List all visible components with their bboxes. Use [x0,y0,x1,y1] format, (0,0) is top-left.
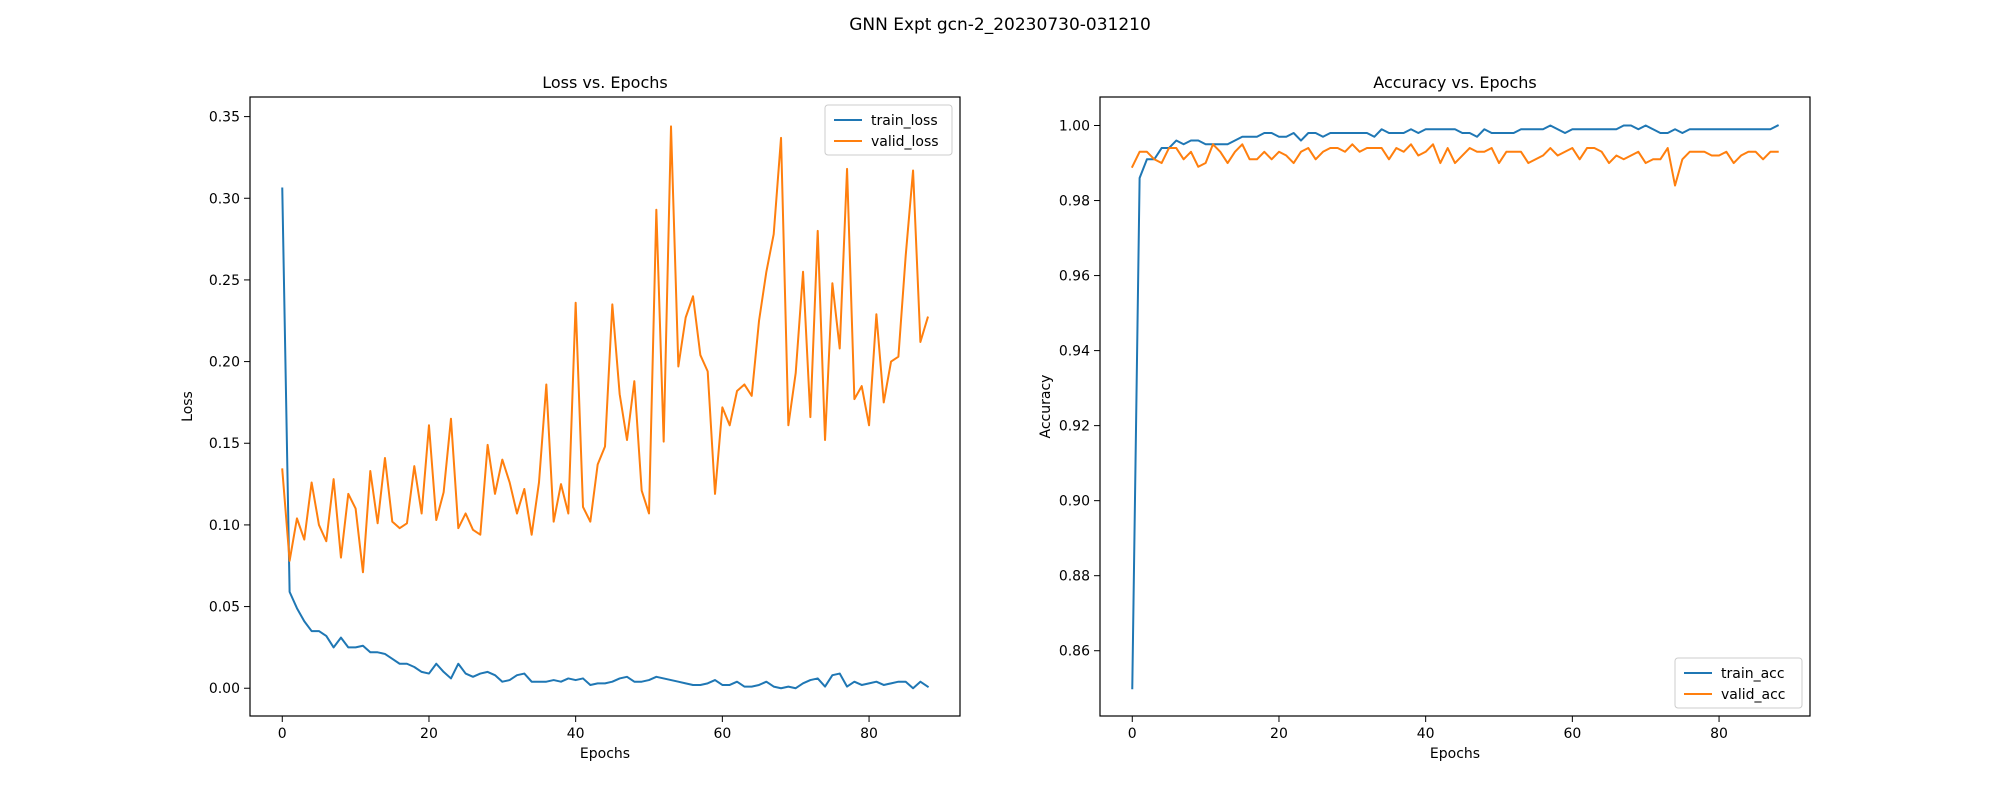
x-tick-label: 0 [278,726,287,742]
y-tick-label: 0.30 [209,191,240,207]
accuracy-legend [1674,657,1803,709]
loss-axes-frame [249,96,961,717]
legend-label-valid-acc: valid_acc [1721,687,1786,703]
y-tick-label: 0.35 [209,110,240,126]
loss-chart-title: Loss vs. Epochs [542,73,667,92]
y-tick-label: 0.88 [1059,569,1090,585]
series-line-train-acc [1131,124,1780,690]
loss-y-axis-label: Loss [180,391,196,422]
series-line-train-loss [281,187,930,690]
y-tick-label: 0.15 [209,436,240,452]
accuracy-chart: Accuracy vs. Epochs 0 20 40 60 80 0.86 0.88 0.90… [1038,73,1811,762]
series-line-valid-loss [281,125,929,574]
legend-label-valid-loss: valid_loss [871,134,939,150]
series-line-valid-acc [1130,143,1779,187]
y-tick-label: 0.25 [209,273,240,289]
y-tick-label: 0.20 [209,355,240,371]
x-tick-label: 20 [420,726,438,742]
y-tick-label: 0.05 [209,600,240,616]
loss-x-axis-label: Epochs [580,746,630,762]
y-tick-label: 1.00 [1059,119,1090,135]
accuracy-y-axis-label: Accuracy [1038,375,1054,439]
y-tick-label: 0.90 [1059,494,1090,510]
x-tick-label: 40 [1417,726,1435,742]
accuracy-chart-title: Accuracy vs. Epochs [1373,73,1536,92]
y-tick-label: 0.86 [1059,644,1090,660]
legend-label-train-acc: train_acc [1721,666,1785,682]
x-tick-label: 40 [567,726,585,742]
y-tick-label: 0.98 [1059,194,1090,210]
x-tick-label: 20 [1270,726,1288,742]
figure-suptitle: GNN Expt gcn-2_20230730-031210 [849,15,1151,35]
x-tick-label: 80 [1710,726,1728,742]
loss-legend [824,104,953,156]
accuracy-axes-frame [1099,96,1811,717]
x-tick-label: 60 [713,726,731,742]
x-tick-label: 80 [860,726,878,742]
legend-label-train-loss: train_loss [871,113,938,129]
y-tick-label: 0.10 [209,518,240,534]
x-tick-label: 60 [1563,726,1581,742]
y-tick-label: 0.94 [1059,344,1090,360]
y-tick-label: 0.00 [209,681,240,697]
loss-chart: Loss vs. Epochs 0 20 40 60 80 0.00 0.05 0.10 0.15… [180,73,961,762]
accuracy-x-axis-label: Epochs [1430,746,1480,762]
y-tick-label: 0.92 [1059,419,1090,435]
x-tick-label: 0 [1128,726,1137,742]
y-tick-label: 0.96 [1059,269,1090,285]
